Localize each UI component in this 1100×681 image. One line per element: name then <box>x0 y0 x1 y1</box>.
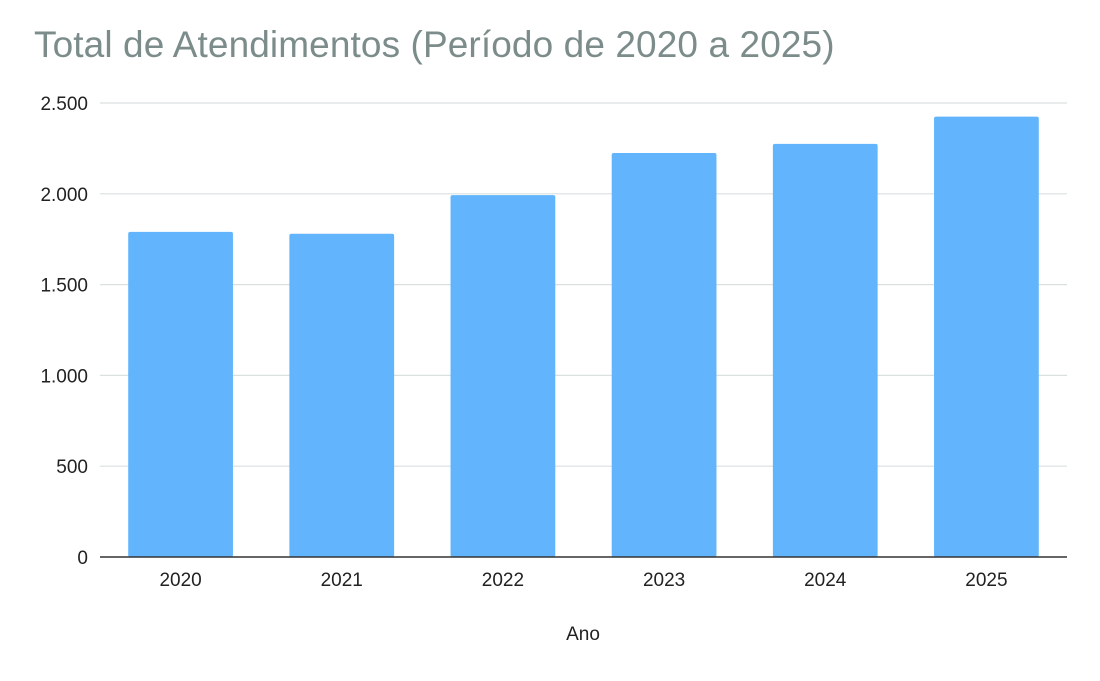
y-tick-label: 500 <box>56 457 88 478</box>
x-tick-label: 2023 <box>643 570 685 591</box>
bar-2024 <box>772 143 878 558</box>
y-tick-label: 0 <box>77 548 88 569</box>
y-tick-label: 1.500 <box>40 276 88 297</box>
bar-2021 <box>289 233 395 557</box>
x-tick-label: 2022 <box>482 570 524 591</box>
x-tick-label: 2024 <box>804 570 847 591</box>
y-tick-label: 1.000 <box>40 366 88 387</box>
axes: 0 500 1.000 1.500 2.000 2.500 2020 2021 2022 2023… <box>40 94 1067 591</box>
bar-2023 <box>611 152 717 557</box>
bar-2020 <box>128 231 233 557</box>
grid-lines <box>100 102 1067 467</box>
y-tick-label: 2.000 <box>40 185 88 206</box>
x-axis-label: Ano <box>566 624 600 645</box>
x-tick-label: 2025 <box>965 570 1007 591</box>
bars <box>128 116 1039 558</box>
bar-2025 <box>934 116 1039 558</box>
y-tick-label: 2.500 <box>40 94 88 115</box>
x-tick-label: 2020 <box>159 570 201 591</box>
x-tick-label: 2021 <box>321 570 363 591</box>
bar-2022 <box>450 195 556 557</box>
chart-title: Total de Atendimentos (Período de 2020 a… <box>34 24 835 65</box>
